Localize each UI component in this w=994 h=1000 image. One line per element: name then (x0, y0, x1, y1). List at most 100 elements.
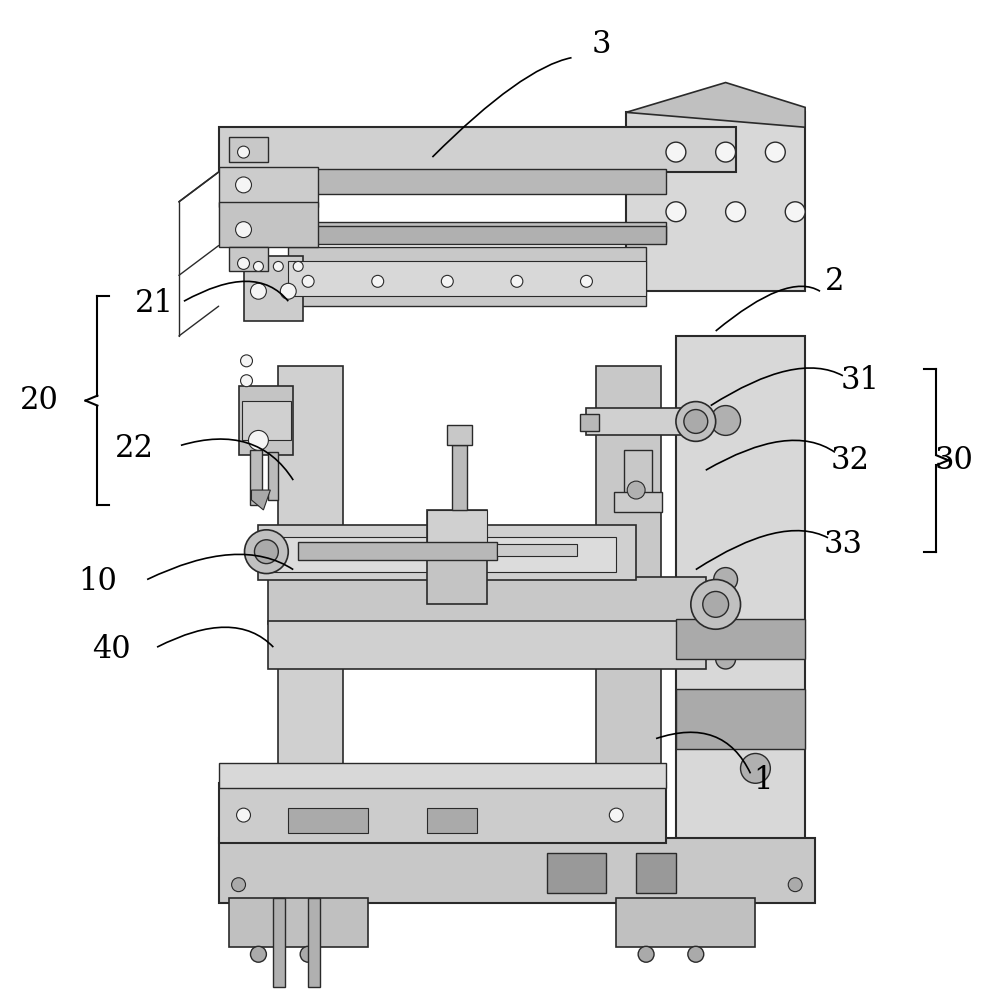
Circle shape (703, 591, 729, 617)
Circle shape (666, 202, 686, 222)
Circle shape (237, 808, 250, 822)
Circle shape (441, 275, 453, 287)
Circle shape (241, 355, 252, 367)
Bar (547, 853, 606, 893)
Circle shape (688, 946, 704, 962)
Bar (636, 853, 676, 893)
Bar (497, 544, 577, 556)
Circle shape (302, 275, 314, 287)
Text: 40: 40 (92, 634, 130, 665)
Bar (219, 167, 318, 207)
Bar (229, 137, 268, 162)
Bar (427, 510, 487, 550)
Bar (229, 898, 368, 947)
Bar (596, 366, 661, 843)
Text: 32: 32 (830, 445, 870, 476)
Bar (278, 366, 343, 843)
Circle shape (372, 275, 384, 287)
Bar (219, 202, 318, 247)
Bar (288, 261, 646, 296)
Text: 10: 10 (78, 566, 117, 597)
Circle shape (250, 946, 266, 962)
Circle shape (714, 568, 738, 591)
Circle shape (248, 430, 268, 450)
Circle shape (300, 946, 316, 962)
Circle shape (676, 402, 716, 441)
Bar (219, 763, 666, 788)
Circle shape (511, 275, 523, 287)
Bar (219, 127, 736, 172)
Circle shape (684, 410, 708, 433)
Circle shape (785, 202, 805, 222)
Bar (676, 689, 805, 748)
Circle shape (741, 753, 770, 783)
Circle shape (241, 375, 252, 387)
Text: 1: 1 (753, 765, 773, 796)
Bar (288, 247, 646, 306)
Circle shape (726, 202, 746, 222)
Circle shape (232, 878, 246, 892)
Text: 21: 21 (134, 288, 174, 319)
Circle shape (788, 878, 802, 892)
Bar (427, 808, 477, 833)
Polygon shape (626, 83, 805, 127)
Circle shape (245, 530, 288, 574)
Circle shape (253, 261, 263, 271)
Text: 33: 33 (823, 529, 863, 560)
Circle shape (236, 177, 251, 193)
Circle shape (666, 142, 686, 162)
Bar (268, 621, 706, 669)
Bar (219, 783, 666, 843)
Bar (586, 408, 696, 435)
Bar (250, 450, 262, 505)
Bar (242, 401, 291, 440)
Bar (273, 898, 285, 987)
Bar (676, 619, 805, 659)
Circle shape (691, 580, 741, 629)
Bar (288, 222, 666, 242)
Circle shape (580, 275, 592, 287)
Bar (288, 169, 666, 194)
Text: 31: 31 (840, 365, 880, 396)
Bar (624, 450, 652, 505)
Circle shape (765, 142, 785, 162)
Bar (676, 336, 805, 843)
Circle shape (250, 283, 266, 299)
Bar (626, 112, 805, 291)
Circle shape (254, 540, 278, 564)
Bar (268, 577, 706, 624)
Bar (580, 414, 599, 431)
Bar (268, 452, 278, 500)
Circle shape (238, 146, 249, 158)
Bar (616, 898, 755, 947)
Text: 22: 22 (114, 433, 154, 464)
Circle shape (716, 649, 736, 669)
Circle shape (609, 808, 623, 822)
Text: 2: 2 (825, 266, 845, 297)
Bar (288, 808, 368, 833)
Bar (452, 445, 467, 510)
Bar (298, 542, 497, 560)
Circle shape (711, 406, 741, 435)
Bar (308, 898, 320, 987)
Circle shape (273, 261, 283, 271)
Circle shape (236, 222, 251, 238)
Text: 30: 30 (934, 445, 974, 476)
Bar (614, 492, 662, 512)
Bar (239, 226, 666, 244)
Circle shape (627, 481, 645, 499)
Bar (258, 525, 636, 580)
Text: 20: 20 (20, 385, 60, 416)
Bar (447, 425, 472, 445)
Polygon shape (251, 490, 270, 510)
Bar (268, 537, 616, 572)
Circle shape (293, 261, 303, 271)
Text: 3: 3 (591, 29, 611, 60)
Bar (244, 256, 303, 321)
Bar (427, 510, 487, 604)
Circle shape (638, 946, 654, 962)
Circle shape (280, 283, 296, 299)
Bar (219, 838, 815, 903)
Circle shape (716, 142, 736, 162)
Circle shape (238, 257, 249, 269)
